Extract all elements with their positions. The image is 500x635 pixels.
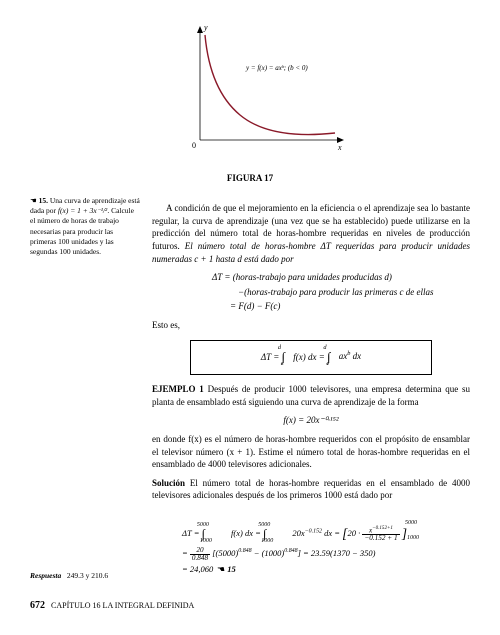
content-columns: ☛ 15. Una curva de aprendizaje está dada… (30, 196, 470, 508)
main-paragraph-1: A condición de que el mejoramiento en la… (152, 202, 470, 265)
boxed-formula: ΔT = ∫cd f(x) dx = ∫cd axb dx (190, 340, 432, 376)
ejemplo-para-2: en donde f(x) es el número de horas-homb… (152, 433, 470, 471)
page-footer: 672 CAPÍTULO 16 LA INTEGRAL DEFINIDA (30, 599, 470, 613)
pointer-icon: ☛ (30, 196, 37, 206)
curve-label: y = f(x) = axᵇ; (b < 0) (245, 64, 308, 72)
origin-label: 0 (192, 141, 196, 150)
figure-caption: FIGURA 17 (30, 172, 470, 185)
x-axis-label: x (337, 143, 342, 152)
problem-number: 15. (39, 196, 48, 205)
solution-line-3: = 24,060 ☛ 15 (182, 562, 470, 577)
ejemplo-formula: f(x) = 20x⁻⁰·¹⁵² (152, 414, 470, 427)
pointer-icon: ☛ (218, 562, 226, 577)
solution-line-1: ΔT = ∫10005000 f(x) dx = ∫10005000 20x−0… (182, 522, 470, 546)
sidebar-problem: ☛ 15. Una curva de aprendizaje está dada… (30, 196, 140, 508)
esto-es: Esto es, (152, 319, 470, 332)
delta-t-derivation: ΔT = (horas-trabajo para unidades produc… (212, 271, 470, 313)
problem-formula: f(x) = 1 + 3x⁻¹/² (58, 206, 107, 215)
figure-17: y x 0 y = f(x) = axᵇ; (b < 0) (30, 20, 470, 164)
solution-row: Respuesta 249.3 y 210.6 ΔT = ∫10005000 f… (30, 514, 470, 582)
ejemplo-1: EJEMPLO 1 Después de producir 1000 telev… (152, 383, 470, 408)
solution-math-block: ΔT = ∫10005000 f(x) dx = ∫10005000 20x−0… (152, 514, 470, 582)
main-column: A condición de que el mejoramiento en la… (152, 196, 470, 508)
respuesta-sidebar: Respuesta 249.3 y 210.6 (30, 514, 140, 582)
learning-curve-graph: y x 0 y = f(x) = axᵇ; (b < 0) (150, 20, 350, 160)
solution-line-2: = 200.848 [(5000)0.848 − (1000)0.848] = … (182, 546, 470, 562)
solucion-para: Solución El número total de horas-hombre… (152, 477, 470, 502)
y-axis-label: y (203, 23, 208, 32)
